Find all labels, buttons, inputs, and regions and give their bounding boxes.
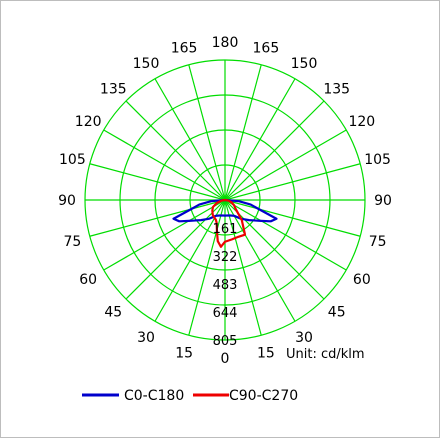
radial-tick-label: 805	[213, 334, 238, 349]
angle-label: 150	[133, 56, 160, 72]
grid-spoke	[154, 199, 226, 322]
grid-spoke	[154, 78, 226, 201]
grid-spoke	[103, 199, 226, 271]
grid-spoke	[224, 199, 296, 322]
grid-spoke	[188, 64, 226, 201]
grid-spoke	[224, 199, 347, 271]
angle-label: 75	[63, 234, 81, 250]
polar-grid	[84, 59, 366, 341]
angle-label: 180	[212, 35, 239, 51]
unit-label: Unit: cd/klm	[286, 347, 365, 362]
radial-tick-label: 161	[213, 222, 238, 237]
grid-spoke	[103, 129, 226, 201]
angle-label: 120	[75, 114, 102, 130]
grid-spoke	[125, 199, 226, 300]
angle-label: 0	[221, 351, 230, 367]
angle-label: 45	[328, 305, 346, 321]
radial-tick-label: 483	[213, 278, 238, 293]
radial-tick-label: 644	[213, 306, 238, 321]
angle-label: 150	[291, 56, 318, 72]
angle-label: 105	[59, 152, 86, 168]
radial-tick-label: 322	[213, 250, 238, 265]
grid-spoke	[224, 199, 262, 336]
grid-spoke	[224, 100, 325, 201]
angle-label: 165	[171, 40, 198, 56]
angle-label: 30	[295, 330, 313, 346]
angle-label: 75	[369, 234, 387, 250]
angle-label: 60	[79, 272, 97, 288]
grid-spoke	[224, 78, 296, 201]
legend-label-c0-c180: C0-C180	[124, 388, 184, 404]
radial-labels: 161 322 483 644 805	[213, 222, 238, 349]
angle-label: 135	[323, 81, 350, 97]
angle-label: 165	[253, 40, 280, 56]
angle-label: 90	[58, 193, 76, 209]
grid-spoke	[89, 163, 226, 201]
grid-spoke	[224, 64, 262, 201]
grid-spoke	[224, 163, 361, 201]
angle-labels: 0 15 15 30 30 45 45 60 60 75 75 90 90 105 105 120 120 135…	[58, 35, 392, 367]
grid-spoke	[224, 199, 361, 237]
angle-label: 120	[348, 114, 375, 130]
grid-spoke	[89, 199, 226, 237]
grid-spoke	[224, 199, 325, 300]
grid-spoke	[224, 129, 347, 201]
angle-label: 90	[374, 193, 392, 209]
grid-spoke	[188, 199, 226, 336]
legend: C0-C180 C90-C270	[82, 388, 298, 404]
angle-label: 30	[137, 330, 155, 346]
angle-label: 15	[175, 346, 193, 362]
angle-label: 105	[364, 152, 391, 168]
angle-label: 135	[100, 81, 127, 97]
intensity-curves	[172, 198, 278, 248]
angle-label: 60	[353, 272, 371, 288]
grid-spoke	[125, 100, 226, 201]
curve-c90-c270	[211, 198, 247, 248]
angle-label: 45	[104, 305, 122, 321]
angle-label: 15	[257, 346, 275, 362]
legend-label-c90-c270: C90-C270	[229, 388, 298, 404]
